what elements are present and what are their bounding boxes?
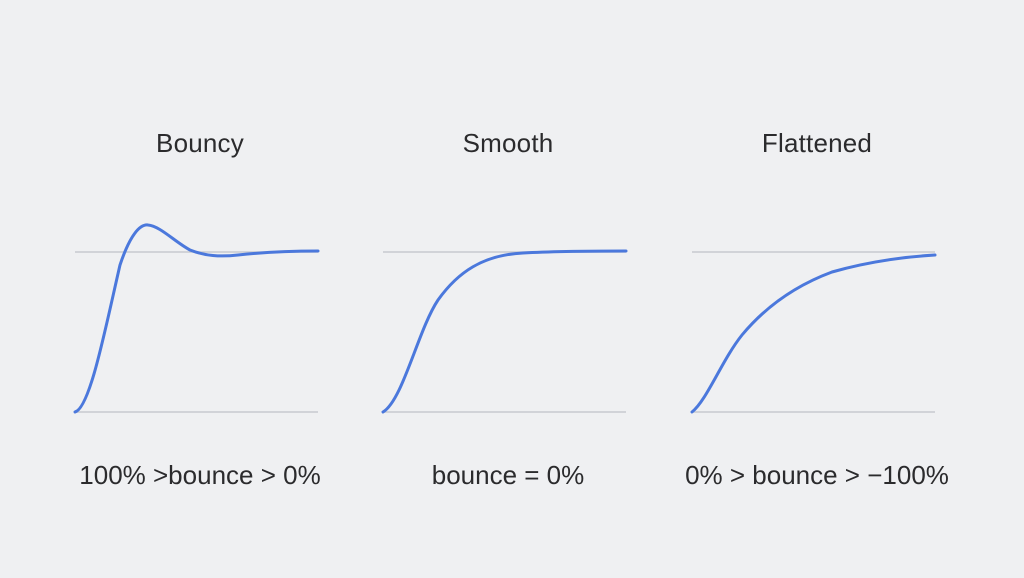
smooth-plot: [381, 249, 628, 414]
smooth-curve: [381, 249, 628, 414]
panel-bouncy: Bouncy 100% >bounce > 0%: [50, 0, 350, 578]
flattened-curve: [690, 253, 937, 414]
panel-caption-smooth: bounce = 0%: [431, 460, 585, 490]
panel-flattened: Flattened 0% > bounce > −100%: [667, 0, 967, 578]
bouncy-plot: [73, 223, 320, 414]
panel-title-flattened: Flattened: [761, 128, 873, 158]
bouncy-curve: [73, 223, 320, 414]
panel-title-smooth: Smooth: [462, 128, 554, 158]
panel-title-bouncy: Bouncy: [156, 128, 244, 158]
panel-caption-flattened: 0% > bounce > −100%: [685, 460, 949, 490]
panel-caption-bouncy: 100% >bounce > 0%: [79, 460, 321, 490]
flattened-plot: [690, 251, 937, 414]
panel-smooth: Smooth bounce = 0%: [358, 0, 658, 578]
